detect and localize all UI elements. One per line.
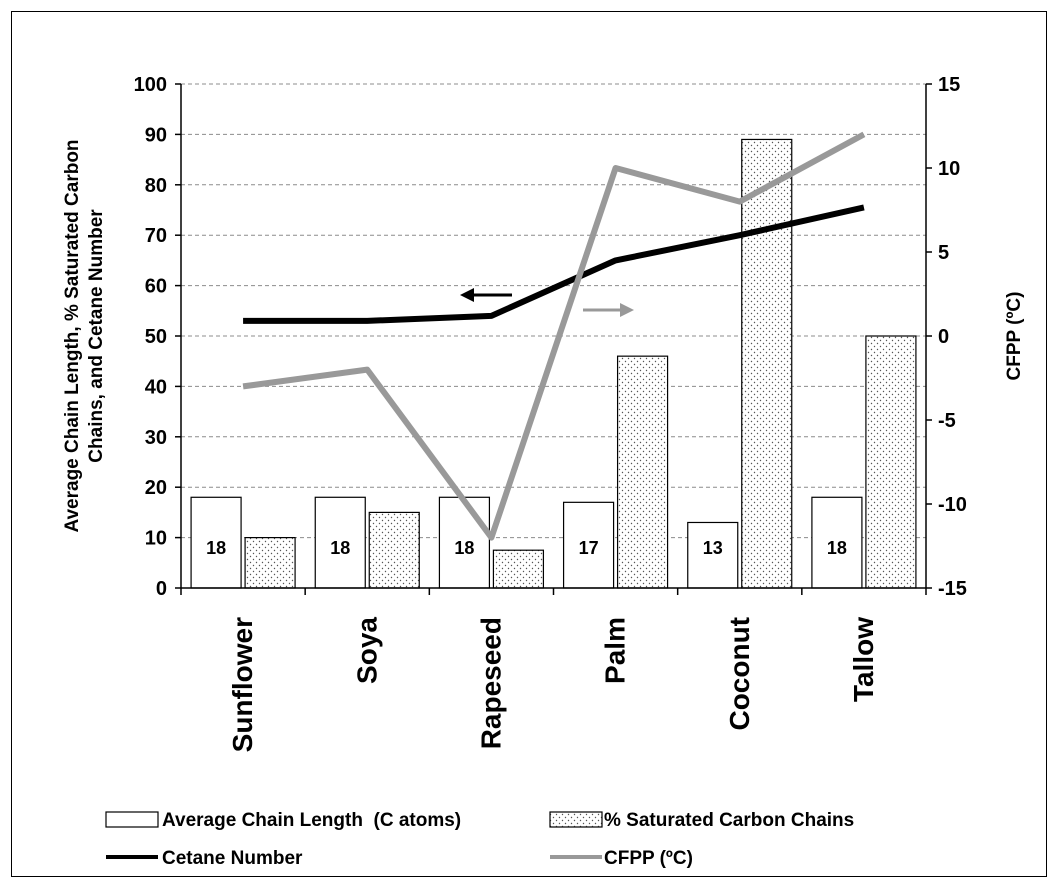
category-label: Tallow [848,617,879,702]
left-tick-label: 50 [145,326,167,348]
category-label: Sunflower [227,617,258,752]
bar-labels: 18 18 18 17 13 18 [206,538,847,558]
bar-data-label: 18 [206,538,226,558]
category-label: Rapeseed [475,617,506,749]
bar-chain-length [314,496,366,589]
right-tick-label: 10 [938,158,960,180]
cfpp-arrow [583,303,634,317]
right-tick-label: -15 [938,578,967,600]
left-tick-label: 100 [134,74,167,96]
left-tick-label: 0 [156,578,167,600]
bar-saturated [616,355,669,589]
grid-lines [181,83,926,539]
bar-data-label: 13 [703,538,723,558]
legend-label-saturated: % Saturated Carbon Chains [604,810,854,831]
bar-data-label: 17 [579,538,599,558]
series-lines [242,131,866,541]
bar-saturated [368,511,420,589]
category-label: Palm [600,617,631,684]
left-axis-title-line1: Average Chain Length, % Saturated Carbon [62,139,83,532]
legend-label-chain-length: Average Chain Length (C atoms) [162,810,461,831]
left-tick-label: 40 [145,376,167,398]
left-tick-label: 30 [145,427,167,449]
category-labels: Sunflower Soya Rapeseed Palm Coconut Tallow [227,617,879,753]
right-tick-label: 5 [938,242,949,264]
chart-frame [11,11,1047,877]
cetane-arrow [460,288,512,302]
legend-label-cetane: Cetane Number [162,848,303,869]
right-tick-label: 15 [938,74,960,96]
left-tick-label: 60 [145,276,167,298]
category-label: Soya [351,617,382,684]
left-axis-title-line2: Chains, and Cetane Number [86,209,107,463]
bar-saturated [244,536,296,589]
bar-data-label: 18 [330,538,350,558]
left-tick-label: 80 [145,175,167,197]
bars [190,138,917,589]
bar-saturated [492,549,545,589]
legend-swatch-saturated [549,811,603,828]
bar-saturated [865,335,917,589]
category-label: Coconut [724,617,755,731]
bar-data-label: 18 [454,538,474,558]
bar-data-label: 18 [827,538,847,558]
bar-chain-length [190,496,242,589]
cetane-number-line [243,204,865,324]
right-tick-label: -10 [938,494,967,516]
right-tick-label: -5 [938,410,956,432]
right-tick-label: 0 [938,326,949,348]
left-tick-label: 90 [145,124,167,146]
bar-saturated [741,138,793,589]
ticks: 0 10 20 30 40 50 60 70 80 90 100 -15 -10 -5 0 5 10 15 [134,74,967,600]
right-axis-title: CFPP (ºC) [1004,292,1025,381]
cfpp-line [242,131,866,541]
left-tick-label: 20 [145,477,167,499]
left-tick-label: 70 [145,225,167,247]
legend-label-cfpp: CFPP (ºC) [604,848,693,869]
legend-swatch-chain-length [105,811,159,828]
left-tick-label: 10 [145,528,167,550]
legend: Average Chain Length (C atoms) % Saturat… [105,810,854,869]
